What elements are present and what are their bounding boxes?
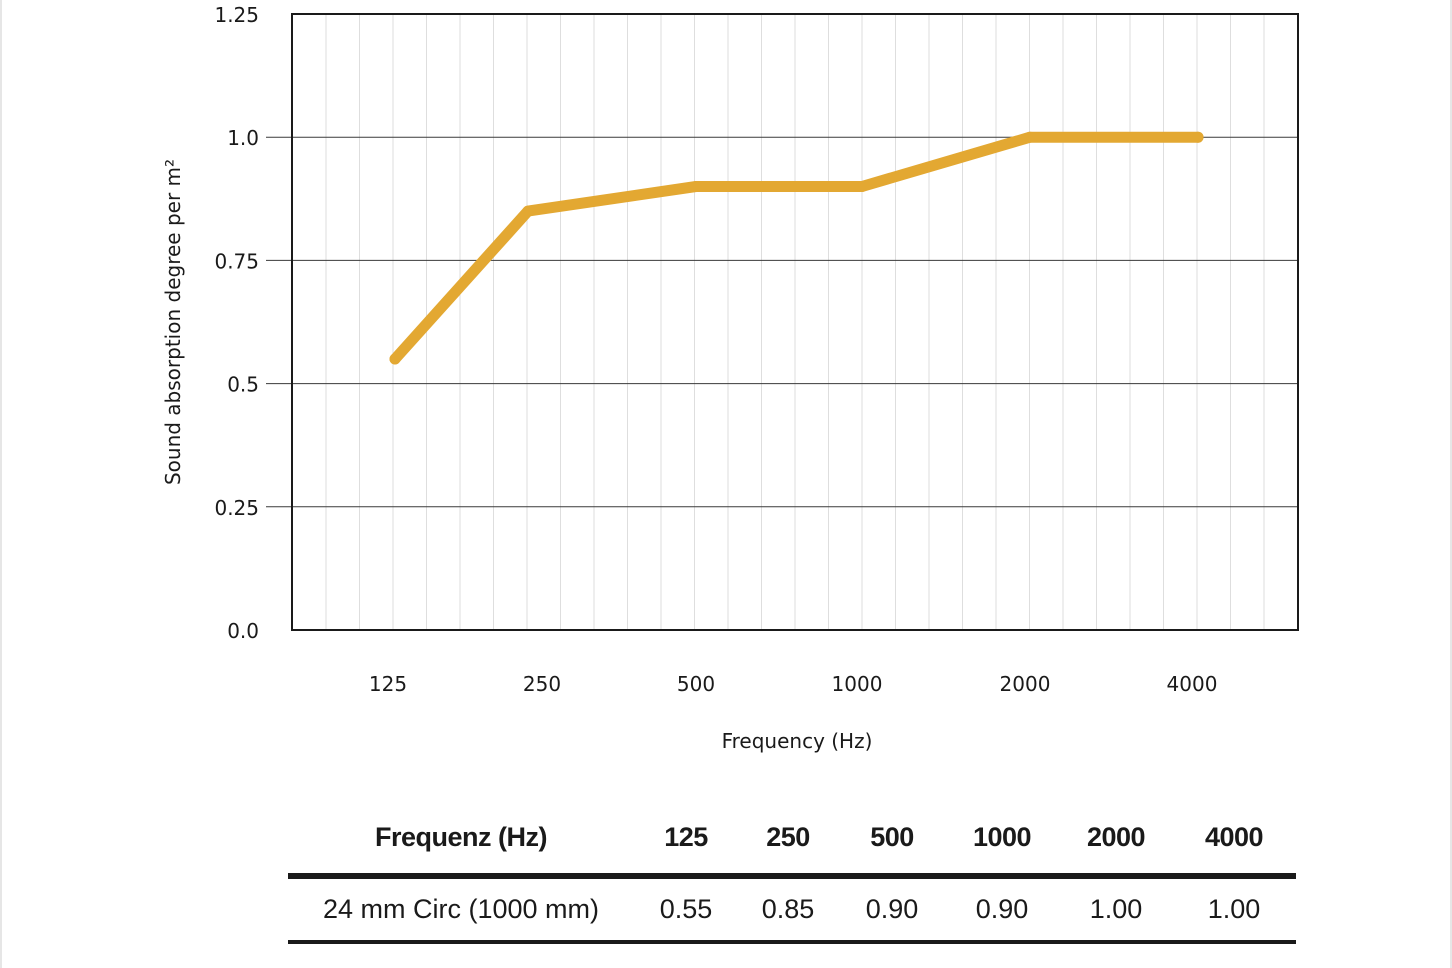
y-tick-label: 0.25: [214, 496, 259, 520]
data-point: [1024, 131, 1036, 143]
table-header-cell: 125: [664, 822, 708, 852]
minor-grid: [325, 14, 1298, 630]
table-cell: 0.90: [975, 894, 1029, 924]
absorption-table: Frequenz (Hz) 125 250 500 1000 2000 4000…: [288, 812, 1296, 950]
table-row-label: 24 mm Circ (1000 mm): [322, 894, 600, 924]
x-tick-label: 250: [523, 672, 561, 696]
major-grid: [266, 136, 1298, 508]
absorption-chart: 0.0 0.25 0.5 0.75 1.0 1.25 125 250 500 1000 2000 4…: [161, 3, 1299, 753]
data-point: [389, 353, 401, 365]
data-point: [856, 180, 868, 192]
series-line: [389, 131, 1204, 365]
data-points: [389, 131, 1204, 365]
x-tick-label: 4000: [1167, 672, 1218, 696]
table-header-cell: 2000: [1086, 822, 1146, 852]
data-point: [522, 205, 534, 217]
table-header-cell: 250: [766, 822, 810, 852]
table-cell: 0.55: [659, 894, 713, 924]
table-cell: 0.90: [865, 894, 919, 924]
y-tick-label: 1.25: [214, 3, 259, 27]
table-row: 24 mm Circ (1000 mm) 0.55 0.85 0.90 0.90…: [288, 880, 1296, 950]
table-header-row: Frequenz (Hz) 125 250 500 1000 2000 4000: [288, 812, 1296, 872]
table-header-cell: 500: [870, 822, 914, 852]
data-point: [690, 180, 702, 192]
x-axis-title: Frequency (Hz): [722, 729, 873, 753]
table-cell: 0.85: [761, 894, 815, 924]
y-axis-title: Sound absorption degree per m²: [161, 159, 185, 485]
x-tick-label: 500: [677, 672, 715, 696]
table-header-cell: 4000: [1204, 822, 1264, 852]
table-header-label: Frequenz (Hz): [375, 822, 548, 852]
x-tick-label: 1000: [832, 672, 883, 696]
y-tick-label: 0.75: [214, 249, 259, 273]
plot-frame: [291, 13, 1299, 631]
x-tick-label: 2000: [1000, 672, 1051, 696]
table-cell: 1.00: [1207, 894, 1261, 924]
y-tick-label: 0.0: [227, 619, 259, 643]
table-cell: 1.00: [1089, 894, 1143, 924]
x-axis-ticks: 125 250 500 1000 2000 4000: [369, 672, 1218, 696]
header-divider: [288, 873, 1296, 879]
table-header-cell: 1000: [972, 822, 1032, 852]
y-axis-ticks: 0.0 0.25 0.5 0.75 1.0 1.25: [214, 3, 259, 643]
x-tick-label: 125: [369, 672, 407, 696]
data-point: [1192, 131, 1204, 143]
table-bottom-rule: [288, 940, 1296, 944]
y-tick-label: 1.0: [227, 126, 259, 150]
y-tick-label: 0.5: [227, 373, 259, 397]
